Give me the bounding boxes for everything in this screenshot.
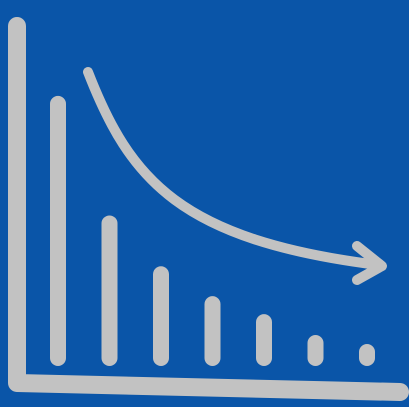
arrowhead-icon — [352, 241, 387, 285]
bars — [50, 95, 375, 366]
axes — [8, 17, 409, 401]
trend-curve — [83, 67, 383, 270]
